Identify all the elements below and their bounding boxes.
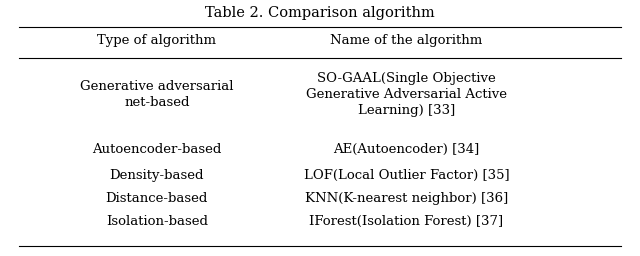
Text: IForest(Isolation Forest) [37]: IForest(Isolation Forest) [37] — [309, 215, 504, 228]
Text: KNN(K-nearest neighbor) [36]: KNN(K-nearest neighbor) [36] — [305, 192, 508, 205]
Text: Generative adversarial
net-based: Generative adversarial net-based — [80, 80, 234, 109]
Text: Distance-based: Distance-based — [106, 192, 208, 205]
Text: Isolation-based: Isolation-based — [106, 215, 208, 228]
Text: Autoencoder-based: Autoencoder-based — [92, 143, 221, 156]
Text: SO-GAAL(Single Objective
Generative Adversarial Active
Learning) [33]: SO-GAAL(Single Objective Generative Adve… — [306, 72, 507, 117]
Text: Name of the algorithm: Name of the algorithm — [330, 35, 483, 47]
Text: AE(Autoencoder) [34]: AE(Autoencoder) [34] — [333, 143, 479, 156]
Text: LOF(Local Outlier Factor) [35]: LOF(Local Outlier Factor) [35] — [303, 169, 509, 182]
Text: Type of algorithm: Type of algorithm — [97, 35, 216, 47]
Text: Density-based: Density-based — [109, 169, 204, 182]
Text: Table 2. Comparison algorithm: Table 2. Comparison algorithm — [205, 6, 435, 20]
